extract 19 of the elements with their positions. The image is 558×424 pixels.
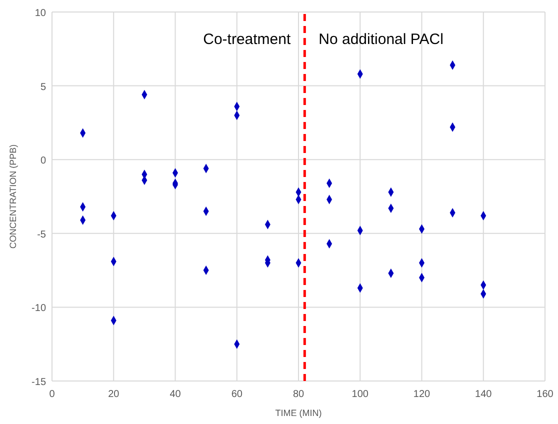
x-tick-label: 100 [352, 389, 369, 400]
x-tick-label: 140 [475, 389, 492, 400]
y-tick-label: -15 [32, 377, 46, 388]
y-tick-label: 0 [40, 156, 46, 167]
annotation: Co-treatment [203, 31, 292, 48]
x-tick-label: 20 [108, 389, 120, 400]
x-axis-title: TIME (MIN) [275, 408, 322, 418]
x-tick-label: 80 [292, 389, 304, 400]
x-tick-label: 40 [170, 389, 182, 400]
y-tick-label: 10 [34, 8, 46, 19]
y-tick-label: -5 [37, 229, 46, 240]
x-tick-label: 0 [49, 389, 56, 400]
annotation: No additional PACl [318, 31, 444, 48]
x-tick-label: 60 [231, 389, 243, 400]
y-tick-label: -10 [32, 303, 46, 314]
y-axis-title: CONCENTRATION (PPB) [8, 144, 18, 249]
x-tick-label: 120 [413, 389, 431, 400]
x-tick-label: 160 [536, 389, 554, 400]
y-tick-label: 5 [40, 82, 46, 93]
